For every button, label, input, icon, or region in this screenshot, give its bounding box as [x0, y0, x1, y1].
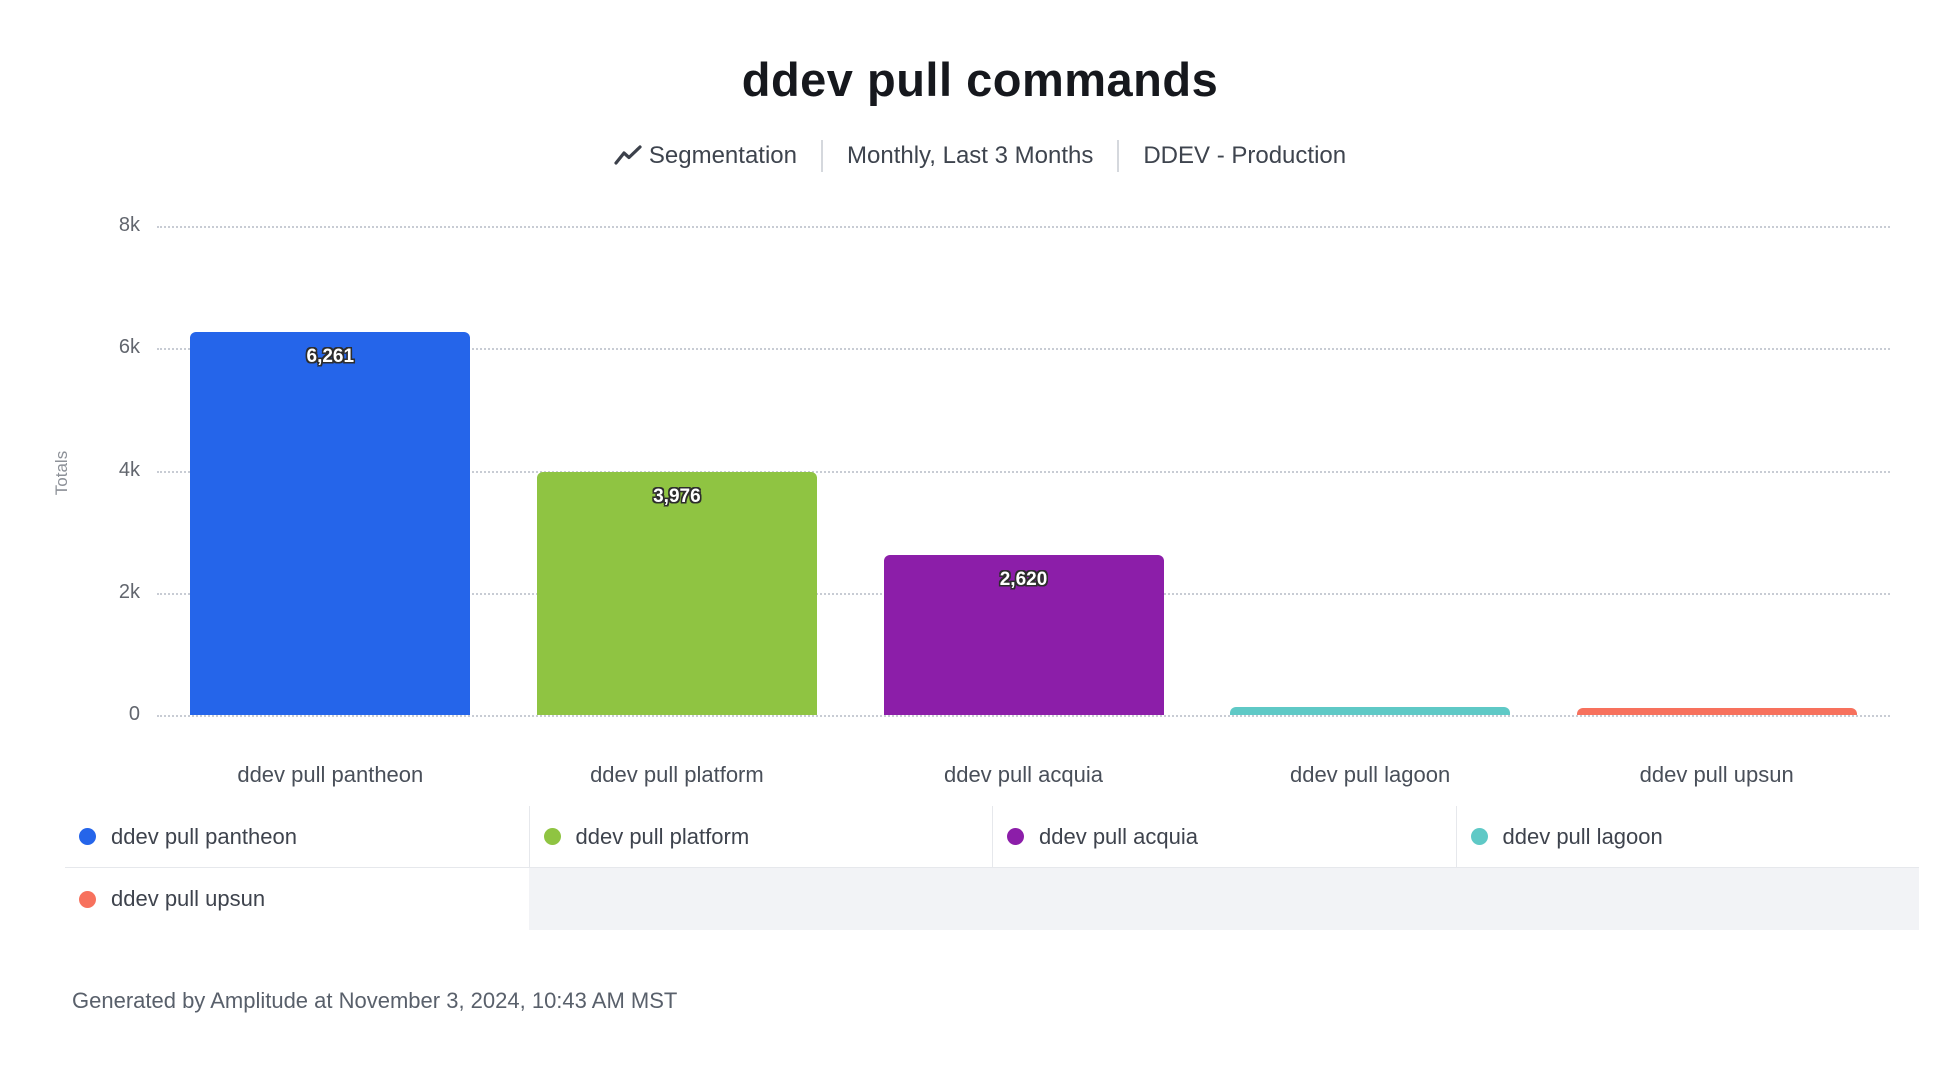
bar-value-label: 6,261 — [306, 346, 355, 368]
legend-color-dot — [79, 890, 96, 908]
x-axis-category-label: ddev pull acquia — [943, 762, 1103, 787]
chart-subtitle: Segmentation Monthly, Last 3 Months DDEV… — [0, 140, 1960, 172]
legend-item-label: ddev pull acquia — [1039, 823, 1199, 849]
gridline — [157, 470, 1890, 473]
x-axis-category-label: ddev pull upsun — [1639, 762, 1794, 787]
chart-type: Segmentation — [614, 142, 797, 170]
y-axis-tick-label: 0 — [128, 703, 140, 725]
x-axis-category-label: ddev pull platform — [590, 762, 764, 787]
bar-ddev-pull-lagoon[interactable] — [1230, 707, 1511, 715]
segmentation-line-chart-icon — [614, 144, 642, 168]
gridline — [157, 226, 1890, 228]
project-label: DDEV - Production — [1143, 142, 1347, 169]
bar-ddev-pull-platform[interactable]: 3,976 — [536, 471, 817, 715]
plot-area: 6,261 3,976 2,620 — [157, 226, 1890, 717]
legend-item-ddev-pull-acquia[interactable]: ddev pull acquia — [992, 806, 1456, 868]
legend-item-ddev-pull-platform[interactable]: ddev pull platform — [528, 806, 992, 868]
subtitle-divider — [821, 140, 823, 172]
legend-item-ddev-pull-upsun[interactable]: ddev pull upsun — [65, 868, 529, 930]
bar-ddev-pull-acquia[interactable]: 2,620 — [883, 554, 1164, 715]
x-axis-category-label: ddev pull pantheon — [237, 762, 424, 787]
bar-value-label: 3,976 — [653, 485, 701, 507]
legend-color-dot — [1470, 828, 1488, 845]
date-range-label: Monthly, Last 3 Months — [847, 142, 1094, 169]
legend-item-label: ddev pull upsun — [111, 886, 266, 911]
legend-color-dot — [543, 828, 561, 845]
gridline — [157, 715, 1890, 717]
generated-by-footer: Generated by Amplitude at November 3, 20… — [72, 988, 678, 1013]
legend-item-label: ddev pull platform — [575, 823, 750, 849]
y-axis-tick-label: 2k — [118, 580, 140, 603]
y-axis-tick-label: 4k — [118, 458, 140, 481]
chart-type-label: Segmentation — [648, 142, 797, 169]
legend-color-dot — [79, 828, 96, 845]
legend-color-dot — [1007, 828, 1024, 845]
legend-empty-cell — [528, 868, 1919, 930]
bar-ddev-pull-pantheon[interactable]: 6,261 — [190, 332, 471, 715]
page-title: ddev pull commands — [741, 53, 1219, 106]
gridline — [157, 348, 1890, 351]
bar-value-label: 2,620 — [999, 568, 1048, 590]
bar-ddev-pull-upsun[interactable] — [1576, 708, 1857, 715]
legend-item-ddev-pull-lagoon[interactable]: ddev pull lagoon — [1455, 806, 1919, 868]
legend-item-ddev-pull-pantheon[interactable]: ddev pull pantheon — [65, 806, 529, 868]
y-axis-tick-label: 8k — [118, 214, 140, 236]
legend-item-label: ddev pull pantheon — [111, 823, 297, 849]
y-axis-tick-label: 6k — [118, 336, 140, 359]
legend-item-label: ddev pull lagoon — [1502, 823, 1663, 849]
x-axis-category-label: ddev pull lagoon — [1289, 762, 1451, 787]
subtitle-divider — [1117, 140, 1120, 172]
y-axis-title: Totals — [52, 450, 72, 495]
legend: ddev pull pantheon ddev pull platform ddev… — [65, 806, 1919, 930]
